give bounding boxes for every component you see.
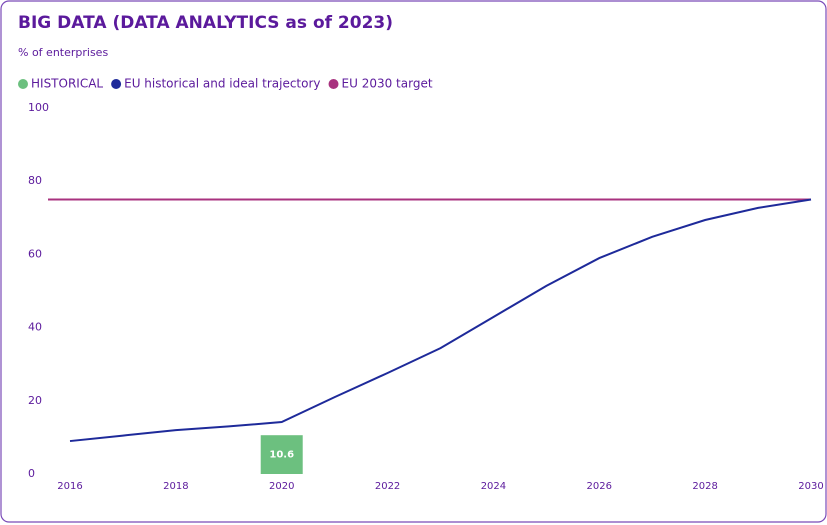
legend-swatch	[111, 79, 122, 89]
y-tick-label: 20	[28, 394, 42, 407]
legend-swatch	[18, 79, 28, 89]
chart-title: BIG DATA (DATA ANALYTICS as of 2023)	[18, 13, 393, 33]
y-tick-label: 40	[28, 321, 42, 334]
x-tick-label: 2018	[163, 481, 188, 492]
legend-label: HISTORICAL	[31, 77, 103, 91]
y-tick-label: 100	[28, 101, 49, 114]
bar	[260, 435, 303, 474]
x-tick-label: 2028	[692, 481, 717, 492]
trajectory-line	[69, 198, 812, 443]
y-tick-label: 0	[28, 467, 35, 480]
y-tick-label: 80	[28, 174, 42, 187]
x-tick-label: 2022	[375, 481, 400, 492]
legend: HISTORICAL EU historical and ideal trajec…	[18, 77, 433, 91]
x-tick-label: 2020	[269, 481, 294, 492]
legend-label: EU 2030 target	[342, 77, 433, 91]
x-tick-label: 2026	[587, 481, 612, 492]
x-tick-label: 2016	[57, 481, 82, 492]
legend-swatch	[328, 79, 339, 89]
legend-label: EU historical and ideal trajectory	[124, 77, 320, 91]
x-tick-label: 2030	[798, 481, 823, 492]
y-tick-label: 60	[28, 247, 42, 260]
x-tick-label: 2024	[481, 481, 506, 492]
data-label: 10.6	[269, 450, 294, 461]
chart-subtitle: % of enterprises	[18, 46, 108, 59]
